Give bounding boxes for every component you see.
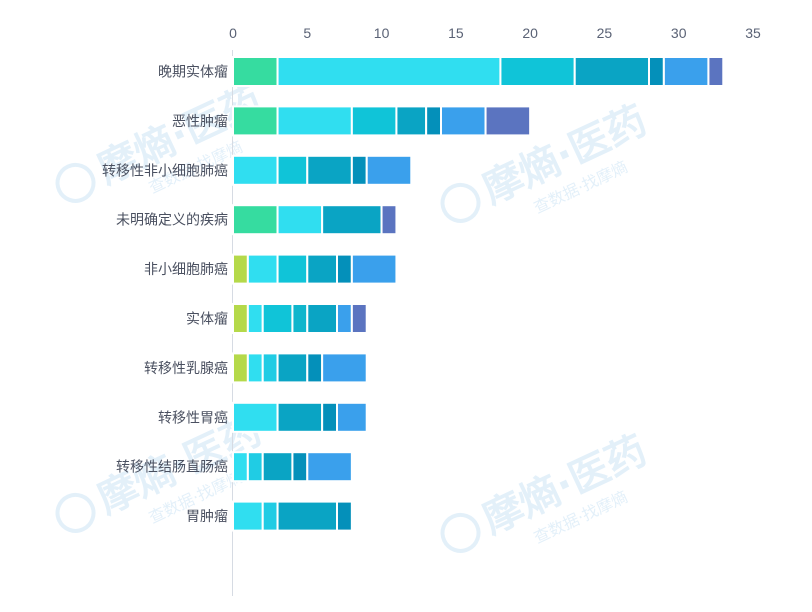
bar-segment[interactable] [306,451,353,483]
bar-segment[interactable] [232,253,249,285]
bar-segment[interactable] [350,105,398,137]
bar-segment[interactable] [232,105,279,137]
bar-segment[interactable] [232,56,279,87]
category-label: 转移性结肠直肠癌 [116,459,228,475]
bar-segment[interactable] [306,154,353,186]
bar-segment[interactable] [380,204,398,236]
bar-segment[interactable] [261,303,294,334]
bar-segment[interactable] [261,451,294,483]
category-label: 未明确定义的疾病 [116,212,228,228]
bar-segment[interactable] [232,451,249,483]
bar-segment[interactable] [291,451,309,483]
bar-segment[interactable] [350,303,368,334]
x-tick-label: 15 [448,25,464,41]
bar-segment[interactable] [648,56,665,87]
bar-segment[interactable] [306,352,324,384]
bar-segment[interactable] [306,303,338,334]
bar-segment[interactable] [232,352,249,384]
x-tick-label: 0 [229,25,237,41]
bar-segment[interactable] [246,352,264,384]
bar-segment[interactable] [261,352,279,384]
bar-segment[interactable] [662,56,710,87]
bar-segment[interactable] [232,303,249,334]
bar-segment[interactable] [276,500,339,532]
category-label: 非小细胞肺癌 [144,261,228,277]
bar-segment[interactable] [336,253,353,285]
x-tick-label: 5 [303,25,311,41]
category-label: 晚期实体瘤 [158,64,228,80]
bar-segment[interactable] [246,303,264,334]
watermark-logo-icon [440,182,481,223]
x-tick-label: 25 [597,25,613,41]
bar-segment[interactable] [350,154,368,186]
category-label: 转移性胃癌 [158,409,228,425]
category-label: 恶性肿瘤 [172,113,228,129]
category-label: 实体瘤 [186,311,228,327]
category-label: 胃肿瘤 [186,508,228,524]
bar-segment[interactable] [484,105,532,137]
bar-stacks [232,56,725,532]
bar-segment[interactable] [350,253,398,285]
bar-segment[interactable] [321,204,383,236]
bar-segment[interactable] [246,253,279,285]
x-tick-label: 20 [522,25,538,41]
bar-segment[interactable] [276,352,309,384]
bar-segment[interactable] [336,303,353,334]
x-tick-label: 35 [745,25,761,41]
watermark-logo-icon [55,162,96,203]
x-tick-label: 30 [671,25,687,41]
bar-segment[interactable] [232,204,279,236]
bar-segment[interactable] [395,105,428,137]
bar-segment[interactable] [232,500,264,532]
bar-segment[interactable] [306,253,338,285]
category-label: 转移性乳腺癌 [144,360,228,376]
bar-segment[interactable] [573,56,651,87]
bar-segment[interactable] [276,105,353,137]
bar-segment[interactable] [440,105,487,137]
category-label: 转移性非小细胞肺癌 [102,162,228,178]
watermark-logo-icon [55,492,96,533]
bar-segment[interactable] [276,204,324,236]
bar-segment[interactable] [276,401,324,433]
bar-segment[interactable] [365,154,413,186]
bar-segment[interactable] [246,451,264,483]
bar-segment[interactable] [276,154,309,186]
x-tick-label: 10 [374,25,390,41]
x-axis-ticks: 0 5 10 15 20 25 30 35 [229,25,761,41]
bar-segment[interactable] [336,500,353,532]
bar-segment[interactable] [321,352,368,384]
bar-segment[interactable] [232,154,279,186]
bar-segment[interactable] [291,303,309,334]
bar-segment[interactable] [425,105,442,137]
y-axis-labels: 晚期实体瘤恶性肿瘤转移性非小细胞肺癌未明确定义的疾病非小细胞肺癌实体瘤转移性乳腺… [102,64,228,525]
bar-segment[interactable] [232,401,279,433]
bar-segment[interactable] [261,500,279,532]
bar-segment[interactable] [276,253,309,285]
bar-segment[interactable] [499,56,576,87]
bar-segment[interactable] [321,401,338,433]
bar-segment[interactable] [276,56,502,87]
bar-segment[interactable] [336,401,368,433]
watermark-logo-icon [440,512,481,553]
bar-segment[interactable] [707,56,725,87]
